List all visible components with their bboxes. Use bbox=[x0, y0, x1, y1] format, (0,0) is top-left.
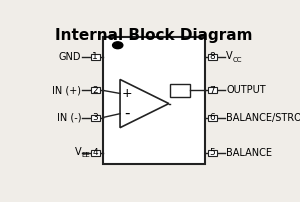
Text: V: V bbox=[226, 51, 233, 61]
Text: CC: CC bbox=[232, 57, 242, 63]
Text: BALANCE: BALANCE bbox=[226, 147, 272, 158]
Text: GND: GND bbox=[59, 52, 81, 62]
Bar bbox=[103, 37, 205, 164]
Text: 1: 1 bbox=[92, 52, 98, 61]
Bar bbox=[208, 115, 217, 121]
Bar bbox=[170, 84, 190, 97]
Bar bbox=[91, 54, 100, 60]
Text: -: - bbox=[124, 106, 130, 121]
Text: 2: 2 bbox=[92, 86, 98, 95]
Bar bbox=[91, 87, 100, 93]
Bar bbox=[208, 150, 217, 156]
Text: V: V bbox=[75, 147, 81, 157]
Text: 4: 4 bbox=[92, 148, 98, 157]
Text: IN (-): IN (-) bbox=[57, 113, 81, 123]
Bar bbox=[208, 87, 217, 93]
Text: BALANCE/STROBE: BALANCE/STROBE bbox=[226, 113, 300, 123]
Bar bbox=[91, 115, 100, 121]
Text: OUTPUT: OUTPUT bbox=[226, 85, 266, 95]
Bar bbox=[91, 150, 100, 156]
Text: 8: 8 bbox=[209, 52, 215, 61]
Text: 3: 3 bbox=[92, 113, 98, 122]
Text: 7: 7 bbox=[209, 86, 215, 95]
Circle shape bbox=[112, 42, 123, 49]
Text: +: + bbox=[122, 87, 132, 100]
Bar bbox=[208, 54, 217, 60]
Text: 5: 5 bbox=[209, 148, 215, 157]
Text: 6: 6 bbox=[209, 113, 215, 122]
Text: Internal Block Diagram: Internal Block Diagram bbox=[55, 28, 253, 43]
Text: IN (+): IN (+) bbox=[52, 85, 81, 95]
Text: EE: EE bbox=[81, 152, 90, 158]
